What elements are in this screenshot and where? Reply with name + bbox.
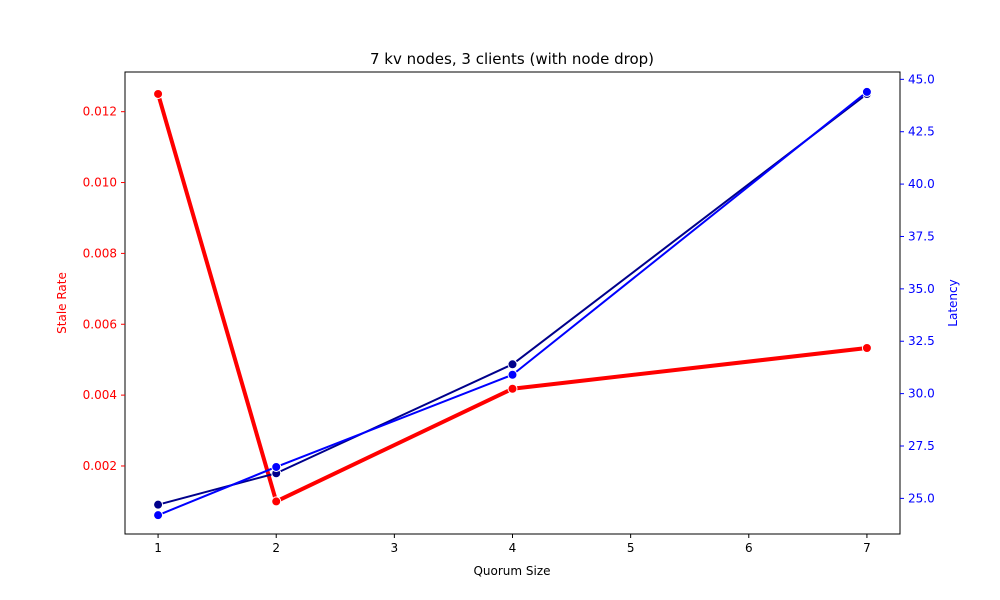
right-y-tick-label: 25.0 bbox=[908, 491, 935, 505]
series-1-point bbox=[271, 496, 282, 507]
right-y-axis: 25.0 27.5 30.0 32.5 35.0 37.5 40.0 42.5 45.0 bbox=[900, 72, 935, 505]
series-2-point bbox=[507, 359, 518, 370]
series-line-1 bbox=[156, 91, 869, 504]
x-tick-label: 1 bbox=[154, 541, 162, 555]
series-2-point bbox=[153, 499, 164, 510]
x-axis: 1 2 3 4 5 6 7 bbox=[154, 534, 871, 555]
left-y-axis: 0.002 0.004 0.006 0.008 0.010 0.012 bbox=[83, 105, 125, 473]
x-tick-label: 4 bbox=[509, 541, 517, 555]
plot-frame bbox=[124, 71, 901, 535]
left-y-tick-label: 0.010 bbox=[83, 176, 117, 190]
left-y-tick-label: 0.004 bbox=[83, 388, 117, 402]
left-y-axis-label: Stale Rate bbox=[55, 272, 69, 334]
left-y-tick-label: 0.006 bbox=[83, 317, 117, 331]
x-axis-label: Quorum Size bbox=[473, 564, 550, 578]
x-tick-label: 3 bbox=[391, 541, 399, 555]
right-y-tick-label: 42.5 bbox=[908, 125, 935, 139]
series-1-point bbox=[507, 383, 518, 394]
x-tick-label: 7 bbox=[863, 541, 871, 555]
chart-title: 7 kv nodes, 3 clients (with node drop) bbox=[370, 50, 654, 68]
series-layer bbox=[153, 86, 872, 521]
right-y-tick-label: 35.0 bbox=[908, 282, 935, 296]
x-tick-label: 5 bbox=[627, 541, 635, 555]
right-y-tick-label: 45.0 bbox=[908, 72, 935, 86]
series-3-point bbox=[507, 369, 518, 380]
series-3-point bbox=[271, 461, 282, 472]
right-y-tick-label: 32.5 bbox=[908, 334, 935, 348]
left-y-tick-label: 0.008 bbox=[83, 246, 117, 260]
right-y-tick-label: 37.5 bbox=[908, 229, 935, 243]
left-y-tick-label: 0.002 bbox=[83, 459, 117, 473]
series-line-2 bbox=[157, 93, 868, 506]
right-y-tick-label: 27.5 bbox=[908, 439, 935, 453]
right-y-tick-label: 30.0 bbox=[908, 387, 935, 401]
series-1-point bbox=[861, 342, 872, 353]
right-y-tick-label: 40.0 bbox=[908, 177, 935, 191]
series-line-3 bbox=[157, 90, 868, 517]
series-3-point bbox=[861, 86, 872, 97]
right-y-axis-label: Latency bbox=[946, 279, 960, 326]
x-tick-label: 6 bbox=[745, 541, 753, 555]
left-y-tick-label: 0.012 bbox=[83, 105, 117, 119]
series-1-point bbox=[153, 88, 164, 99]
series-3-point bbox=[153, 510, 164, 521]
x-tick-label: 2 bbox=[272, 541, 280, 555]
